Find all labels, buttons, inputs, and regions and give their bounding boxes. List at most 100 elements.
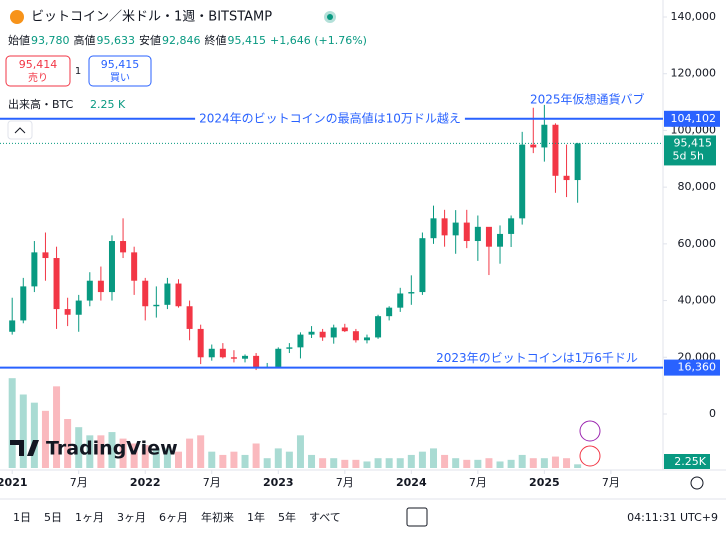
volume-bar [30, 402, 38, 468]
buy-button[interactable] [88, 55, 152, 87]
candle-body [175, 283, 182, 307]
x-tick-label: 2024 [396, 476, 427, 489]
logo-icon [10, 440, 39, 456]
buy-label: 買い [110, 72, 130, 84]
candle-body [97, 280, 104, 293]
volume-bar [330, 458, 338, 468]
range-button[interactable]: すべて [309, 511, 341, 524]
candle-body [474, 226, 481, 242]
y-tick-label: 0 [709, 407, 716, 420]
volume-bar [97, 435, 105, 468]
y-tick-label: 40,000 [678, 294, 717, 307]
volume-bar [119, 438, 127, 468]
candle-body [530, 144, 537, 148]
candle-body [441, 218, 448, 236]
candle-body [341, 327, 348, 332]
range-button[interactable]: 6ヶ月 [159, 511, 188, 524]
candle-body [408, 292, 415, 294]
candle-body [20, 286, 27, 321]
coin-icon [10, 10, 24, 24]
status-dot [327, 14, 333, 20]
buy-price: 95,415 [101, 58, 140, 71]
volume-bar [141, 445, 149, 468]
candle-body [330, 327, 337, 338]
volume-bar [485, 458, 493, 468]
volume-bar [285, 451, 293, 468]
volume-bar [130, 443, 138, 468]
range-button[interactable]: 3ヶ月 [117, 511, 146, 524]
x-tick-label: 2021 [0, 476, 28, 489]
candle-body [86, 280, 93, 301]
event-icon[interactable] [579, 420, 601, 442]
candle-body [463, 222, 470, 242]
volume-bar [396, 458, 404, 468]
range-button[interactable]: 5年 [278, 510, 296, 524]
ohlc-label: 安値 [139, 33, 161, 47]
volume-bar [197, 435, 205, 468]
ohlc-value: 95,415 [228, 34, 267, 47]
logo: TradingView [10, 438, 178, 460]
volume-bar [263, 458, 271, 468]
volume-bar [19, 394, 27, 468]
ohlc-value: 92,846 [162, 34, 201, 47]
collapse-button[interactable] [7, 120, 33, 140]
range-button[interactable]: 5日 [44, 511, 62, 524]
volume-bar [152, 448, 160, 468]
volume-bar [274, 448, 282, 468]
volume-bar [319, 458, 327, 468]
candle-body [208, 348, 215, 358]
volume-bar [75, 427, 83, 468]
candle-body [230, 357, 237, 359]
volume-bar [363, 461, 371, 468]
x-tick-label: 2025 [529, 476, 560, 489]
volume-bar [551, 456, 559, 468]
date-range-icon[interactable] [406, 507, 428, 527]
candle-body [219, 348, 226, 358]
candle-body [120, 241, 127, 253]
x-tick-label: 7月 [469, 476, 487, 489]
volume-title: 出来高・BTC [8, 97, 74, 111]
range-button[interactable]: 1日 [13, 511, 31, 524]
volume-bar [507, 459, 515, 468]
candle-body [286, 347, 293, 349]
price-badge-label: 104,102 [671, 112, 717, 125]
candle-body [419, 238, 426, 293]
volume-bar [230, 451, 238, 468]
range-button[interactable]: 1ヶ月 [75, 511, 104, 524]
candle-body [242, 355, 249, 359]
y-tick-label: 140,000 [671, 10, 717, 23]
range-button[interactable]: 1年 [247, 510, 265, 524]
ohlc-value: 95,633 [97, 34, 136, 47]
annotation: 2025年仮想通貨バブ [530, 92, 645, 107]
symbol-title: ビットコイン／米ドル・1週・BITSTAMP [31, 10, 272, 25]
volume-bar [418, 451, 426, 468]
candle-body [541, 124, 548, 148]
candle-body [131, 252, 138, 281]
candle-body [308, 331, 315, 335]
candle-body [31, 252, 38, 287]
volume-bar [341, 459, 349, 468]
x-tick-label: 7月 [70, 476, 88, 489]
annotation: 2024年のビットコインの最高値は10万ドル越え [199, 110, 461, 125]
x-tick-label: 7月 [336, 476, 354, 489]
candle-body [186, 306, 193, 329]
x-tick-label: 7月 [203, 476, 221, 489]
sell-button[interactable] [5, 55, 71, 87]
candle-body [352, 331, 359, 341]
x-tick-label: 2023 [263, 476, 294, 489]
volume-bar [407, 454, 415, 468]
change: +1,646 (+1.76%) [270, 34, 367, 47]
countdown: 5d 5h [673, 149, 704, 162]
flag-icon[interactable] [579, 445, 601, 467]
volume-bar [308, 454, 316, 468]
y-tick-label: 120,000 [671, 67, 717, 80]
price-badge [664, 359, 720, 376]
candle-body [563, 175, 570, 181]
range-button[interactable]: 年初来 [201, 510, 234, 524]
volume-bar [208, 451, 216, 468]
settings-icon[interactable] [690, 476, 704, 490]
candle-body [164, 283, 171, 305]
volume-bar [474, 459, 482, 468]
candle-body [363, 337, 370, 341]
candle-body [275, 348, 282, 367]
